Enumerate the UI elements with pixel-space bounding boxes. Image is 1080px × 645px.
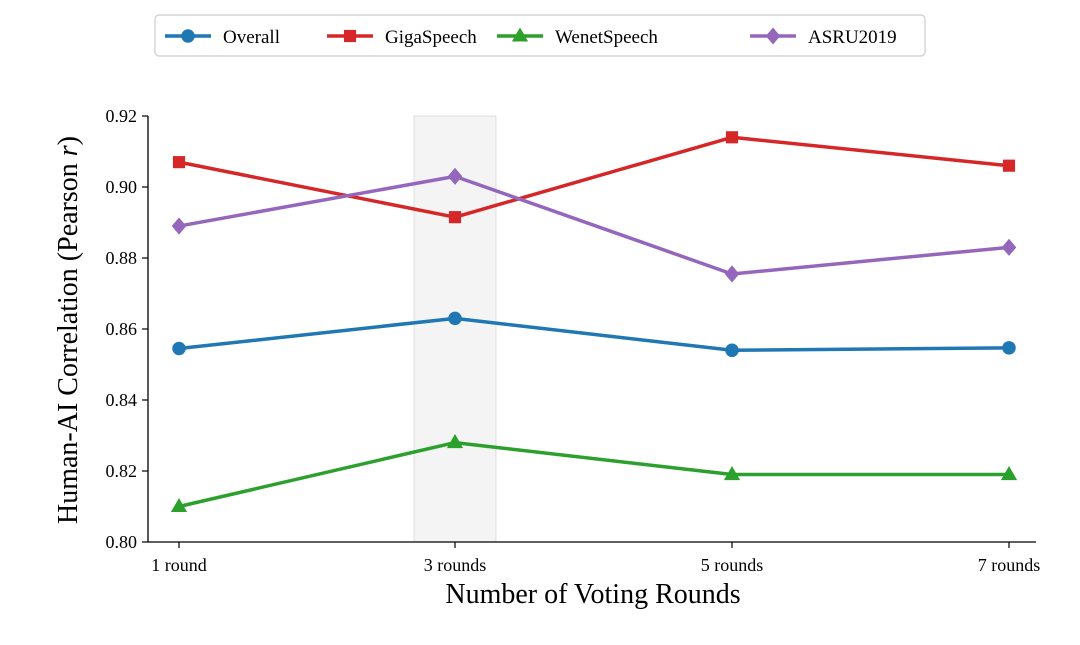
- legend-label-gigaspeech: GigaSpeech: [385, 27, 477, 48]
- data-point-gigaspeech: [725, 131, 739, 144]
- legend-marker-gigaspeech: [343, 29, 357, 43]
- data-point-gigaspeech: [1002, 159, 1016, 172]
- legend-entry-asru2019: ASRU2019: [750, 27, 897, 48]
- y-tick-label: 0.82: [106, 461, 138, 481]
- legend-label-asru2019: ASRU2019: [808, 27, 897, 48]
- series-gigaspeech: [172, 131, 1016, 224]
- data-point-wenetspeech: [170, 497, 188, 513]
- x-tick-label: 5 rounds: [701, 555, 764, 575]
- legend-entry-overall: Overall: [165, 27, 280, 48]
- series-overall: [172, 311, 1016, 358]
- legend-marker-asru2019: [765, 27, 781, 45]
- data-point-gigaspeech: [172, 156, 186, 169]
- y-tick-label: 0.92: [106, 106, 138, 126]
- legend-label-wenetspeech: WenetSpeech: [555, 27, 658, 48]
- series-line-overall: [177, 316, 1011, 353]
- series-line-gigaspeech: [177, 135, 1011, 219]
- legend-entry-gigaspeech: GigaSpeech: [327, 27, 477, 48]
- series-asru2019: [171, 167, 1017, 283]
- legend-marker-overall: [181, 29, 195, 43]
- data-point-wenetspeech: [723, 466, 741, 481]
- data-point-wenetspeech: [446, 434, 464, 449]
- legend-label-overall: Overall: [223, 27, 280, 48]
- x-tick-label: 3 rounds: [424, 555, 487, 575]
- data-point-gigaspeech: [448, 211, 462, 224]
- data-point-overall: [172, 341, 186, 356]
- data-point-asru2019: [447, 167, 463, 185]
- legend-entry-wenetspeech: WenetSpeech: [497, 27, 658, 48]
- data-point-overall: [448, 311, 462, 326]
- data-point-asru2019: [1001, 238, 1017, 256]
- x-tick-label: 1 round: [151, 555, 207, 575]
- y-tick-label: 0.80: [106, 532, 138, 552]
- series-wenetspeech: [170, 434, 1018, 513]
- series-line-asru2019: [177, 174, 1011, 276]
- x-axis-title: Number of Voting Rounds: [445, 579, 740, 610]
- y-tick-label: 0.86: [106, 319, 138, 339]
- data-point-overall: [1002, 341, 1016, 355]
- series-line-wenetspeech: [177, 440, 1011, 509]
- y-axis-title: Human-AI Correlation (Pearson r): [53, 136, 84, 524]
- data-point-asru2019: [724, 265, 740, 283]
- data-point-overall: [725, 343, 739, 358]
- y-tick-label: 0.90: [106, 177, 138, 197]
- legend-marker-wenetspeech: [511, 27, 529, 42]
- y-tick-label: 0.84: [106, 390, 138, 410]
- data-point-wenetspeech: [1000, 466, 1018, 481]
- x-tick-label: 7 rounds: [978, 555, 1041, 575]
- data-point-asru2019: [171, 217, 187, 235]
- y-tick-label: 0.88: [106, 248, 138, 268]
